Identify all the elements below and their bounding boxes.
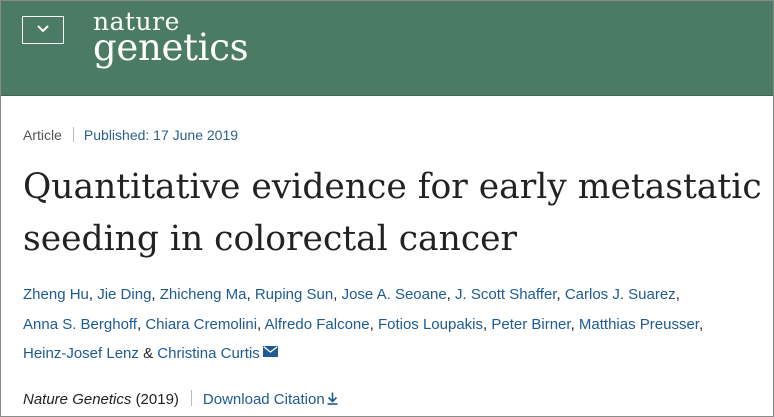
author-link[interactable]: Carlos J. Suarez: [564, 286, 676, 303]
author-link[interactable]: Jie Ding: [97, 286, 152, 303]
author-link[interactable]: Fotios Loupakis: [377, 315, 484, 333]
author-link[interactable]: Chiara Cremolini: [145, 315, 258, 333]
author-separator: ,: [333, 286, 338, 303]
author-list: Zheng Hu, Jie Ding, Zhicheng Ma, Ruping …: [23, 280, 773, 369]
author-separator: ,: [675, 286, 680, 303]
author-link[interactable]: Ruping Sun: [254, 286, 334, 303]
author-link[interactable]: Alfredo Falcone: [264, 315, 370, 333]
author-link[interactable]: J. Scott Shaffer: [455, 286, 557, 303]
citation-line: Nature Genetics (2019) Download Citation: [23, 390, 338, 408]
author-separator: ,: [570, 315, 575, 333]
author-link[interactable]: Anna S. Berghoff: [23, 315, 137, 333]
author-link[interactable]: Jose A. Seoane: [341, 286, 447, 303]
author-separator: ,: [88, 286, 94, 303]
download-citation-link[interactable]: Download Citation: [203, 391, 338, 408]
meta-divider: [72, 127, 74, 142]
citation-divider: [190, 390, 192, 406]
title-line2: seeding in colorectal cancer: [23, 219, 518, 259]
journal-name: Nature Genetics: [23, 391, 132, 408]
author-link[interactable]: Christina Curtis: [157, 345, 260, 362]
article-meta: Article Published: 17 June 2019: [23, 127, 238, 143]
author-separator: ,: [556, 286, 561, 303]
email-icon[interactable]: [262, 346, 278, 357]
author-link[interactable]: Zhicheng Ma: [159, 286, 247, 303]
published-date: Published: 17 June 2019: [83, 127, 239, 143]
logo-line1: nature: [93, 7, 180, 36]
journal-logo[interactable]: nature genetics: [93, 7, 249, 69]
article-type: Article: [23, 127, 62, 143]
author-separator: ,: [369, 315, 374, 333]
author-link[interactable]: Heinz-Josef Lenz: [23, 345, 139, 362]
author-conjunction: &: [143, 345, 154, 362]
chevron-down-icon: [37, 25, 49, 33]
author-separator: ,: [151, 286, 156, 303]
author-link[interactable]: Matthias Preusser: [578, 315, 699, 333]
author-separator: ,: [136, 315, 142, 333]
publication-year: (2019): [135, 391, 179, 408]
article-title: Quantitative evidence for early metastat…: [23, 161, 773, 265]
logo-line2: genetics: [93, 26, 249, 69]
author-separator: ,: [446, 286, 451, 303]
author-link[interactable]: Peter Birner: [491, 315, 571, 333]
author-link[interactable]: Zheng Hu: [23, 286, 89, 303]
title-line1: Quantitative evidence for early metastat…: [23, 167, 762, 207]
site-header: nature genetics: [1, 1, 773, 96]
author-separator: ,: [698, 315, 704, 333]
author-separator: ,: [257, 315, 262, 333]
menu-toggle-button[interactable]: [22, 16, 64, 44]
author-separator: ,: [483, 315, 488, 333]
download-icon: [327, 392, 338, 405]
download-citation-label: Download Citation: [202, 391, 325, 408]
author-separator: ,: [246, 286, 251, 303]
